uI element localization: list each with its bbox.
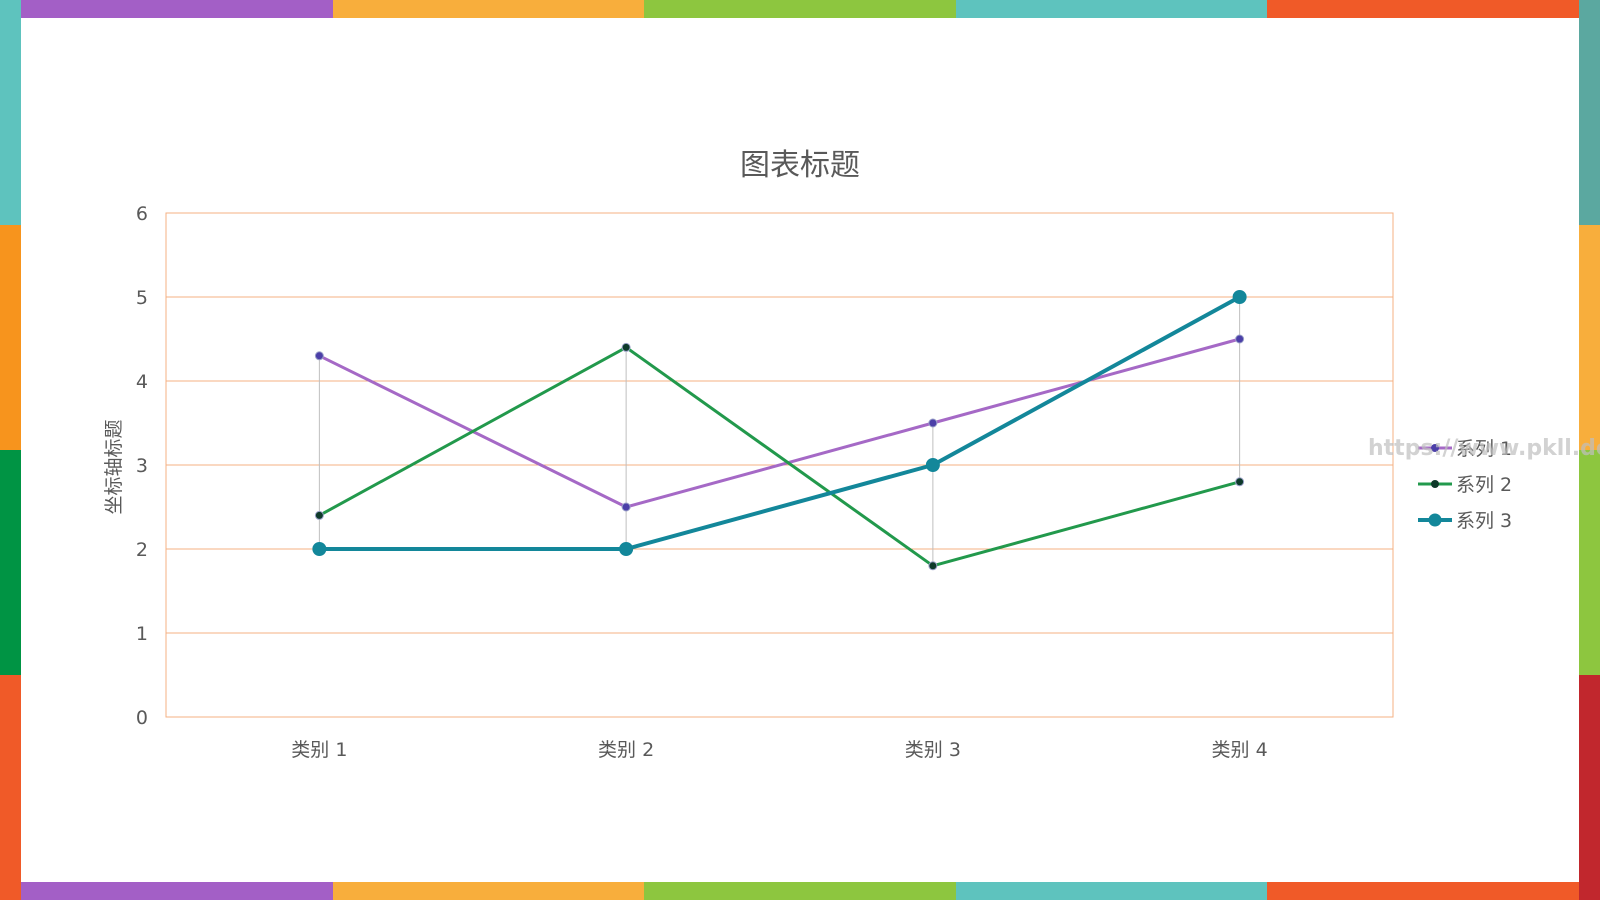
left-border-segment <box>0 0 21 225</box>
y-axis-tick-labels: 0 1 2 3 4 5 6 <box>136 203 148 729</box>
watermark-text: https://www.pkll.de <box>1368 436 1600 461</box>
x-axis-tick-labels: 类别 1 类别 2 类别 3 类别 4 <box>291 739 1267 761</box>
x-tick-label: 类别 3 <box>905 739 961 761</box>
drop-lines <box>318 297 1241 566</box>
bottom-border-segment <box>644 882 957 900</box>
top-border-segment <box>644 0 957 18</box>
right-border-segment <box>1579 225 1600 450</box>
top-border-segment <box>1267 0 1580 18</box>
legend-item: 系列 1 <box>1418 438 1512 460</box>
chart-title: 图表标题 <box>740 148 860 183</box>
data-point <box>1232 290 1247 304</box>
series-lines <box>312 290 1247 571</box>
bottom-border-segment <box>955 882 1268 900</box>
legend-label: 系列 1 <box>1456 438 1512 460</box>
left-border-segment <box>0 450 21 675</box>
plot-area-border <box>165 212 1394 718</box>
y-tick-label: 4 <box>136 371 148 393</box>
data-point <box>925 458 940 472</box>
right-border-segment <box>1579 675 1600 900</box>
x-tick-label: 类别 4 <box>1212 739 1268 761</box>
y-axis-title: 坐标轴标题 <box>103 419 125 514</box>
legend: 系列 1 系列 2 系列 3 <box>1418 438 1512 532</box>
series-line <box>318 337 1241 509</box>
data-point <box>621 502 631 512</box>
data-point <box>928 561 938 571</box>
x-tick-label: 类别 2 <box>598 739 654 761</box>
legend-label: 系列 3 <box>1456 510 1512 532</box>
top-border-segment <box>955 0 1268 18</box>
left-border-segment <box>0 225 21 450</box>
legend-item: 系列 3 <box>1418 510 1512 532</box>
legend-label: 系列 2 <box>1456 474 1512 496</box>
y-tick-label: 3 <box>136 455 148 477</box>
series-line <box>319 295 1241 551</box>
bottom-border-segment <box>1267 882 1580 900</box>
legend-swatch-marker <box>1431 444 1439 452</box>
bottom-border-segment <box>21 882 333 900</box>
legend-swatch-marker <box>1428 513 1442 527</box>
y-tick-label: 2 <box>136 539 148 561</box>
series-2 <box>314 342 1245 571</box>
y-tick-label: 5 <box>136 287 148 309</box>
series-3 <box>312 290 1247 556</box>
data-point <box>314 510 324 520</box>
bottom-border-segment <box>332 882 645 900</box>
data-point <box>312 542 327 556</box>
data-point <box>928 418 938 428</box>
x-tick-label: 类别 1 <box>291 739 347 761</box>
y-tick-label: 1 <box>136 623 148 645</box>
data-point <box>1235 477 1245 487</box>
right-border-segment <box>1579 0 1600 225</box>
top-border-segment <box>332 0 645 18</box>
data-point <box>1235 334 1245 344</box>
data-point <box>619 542 634 556</box>
left-border-segment <box>0 675 21 900</box>
legend-item: 系列 2 <box>1418 474 1512 496</box>
series-1 <box>314 334 1245 512</box>
right-border-segment <box>1579 450 1600 675</box>
top-border-segment <box>21 0 333 18</box>
series-line <box>318 345 1241 568</box>
y-tick-label: 6 <box>136 203 148 225</box>
y-tick-label: 0 <box>136 707 148 729</box>
legend-swatch-marker <box>1431 480 1439 488</box>
data-point <box>621 342 631 352</box>
data-point <box>314 351 324 361</box>
